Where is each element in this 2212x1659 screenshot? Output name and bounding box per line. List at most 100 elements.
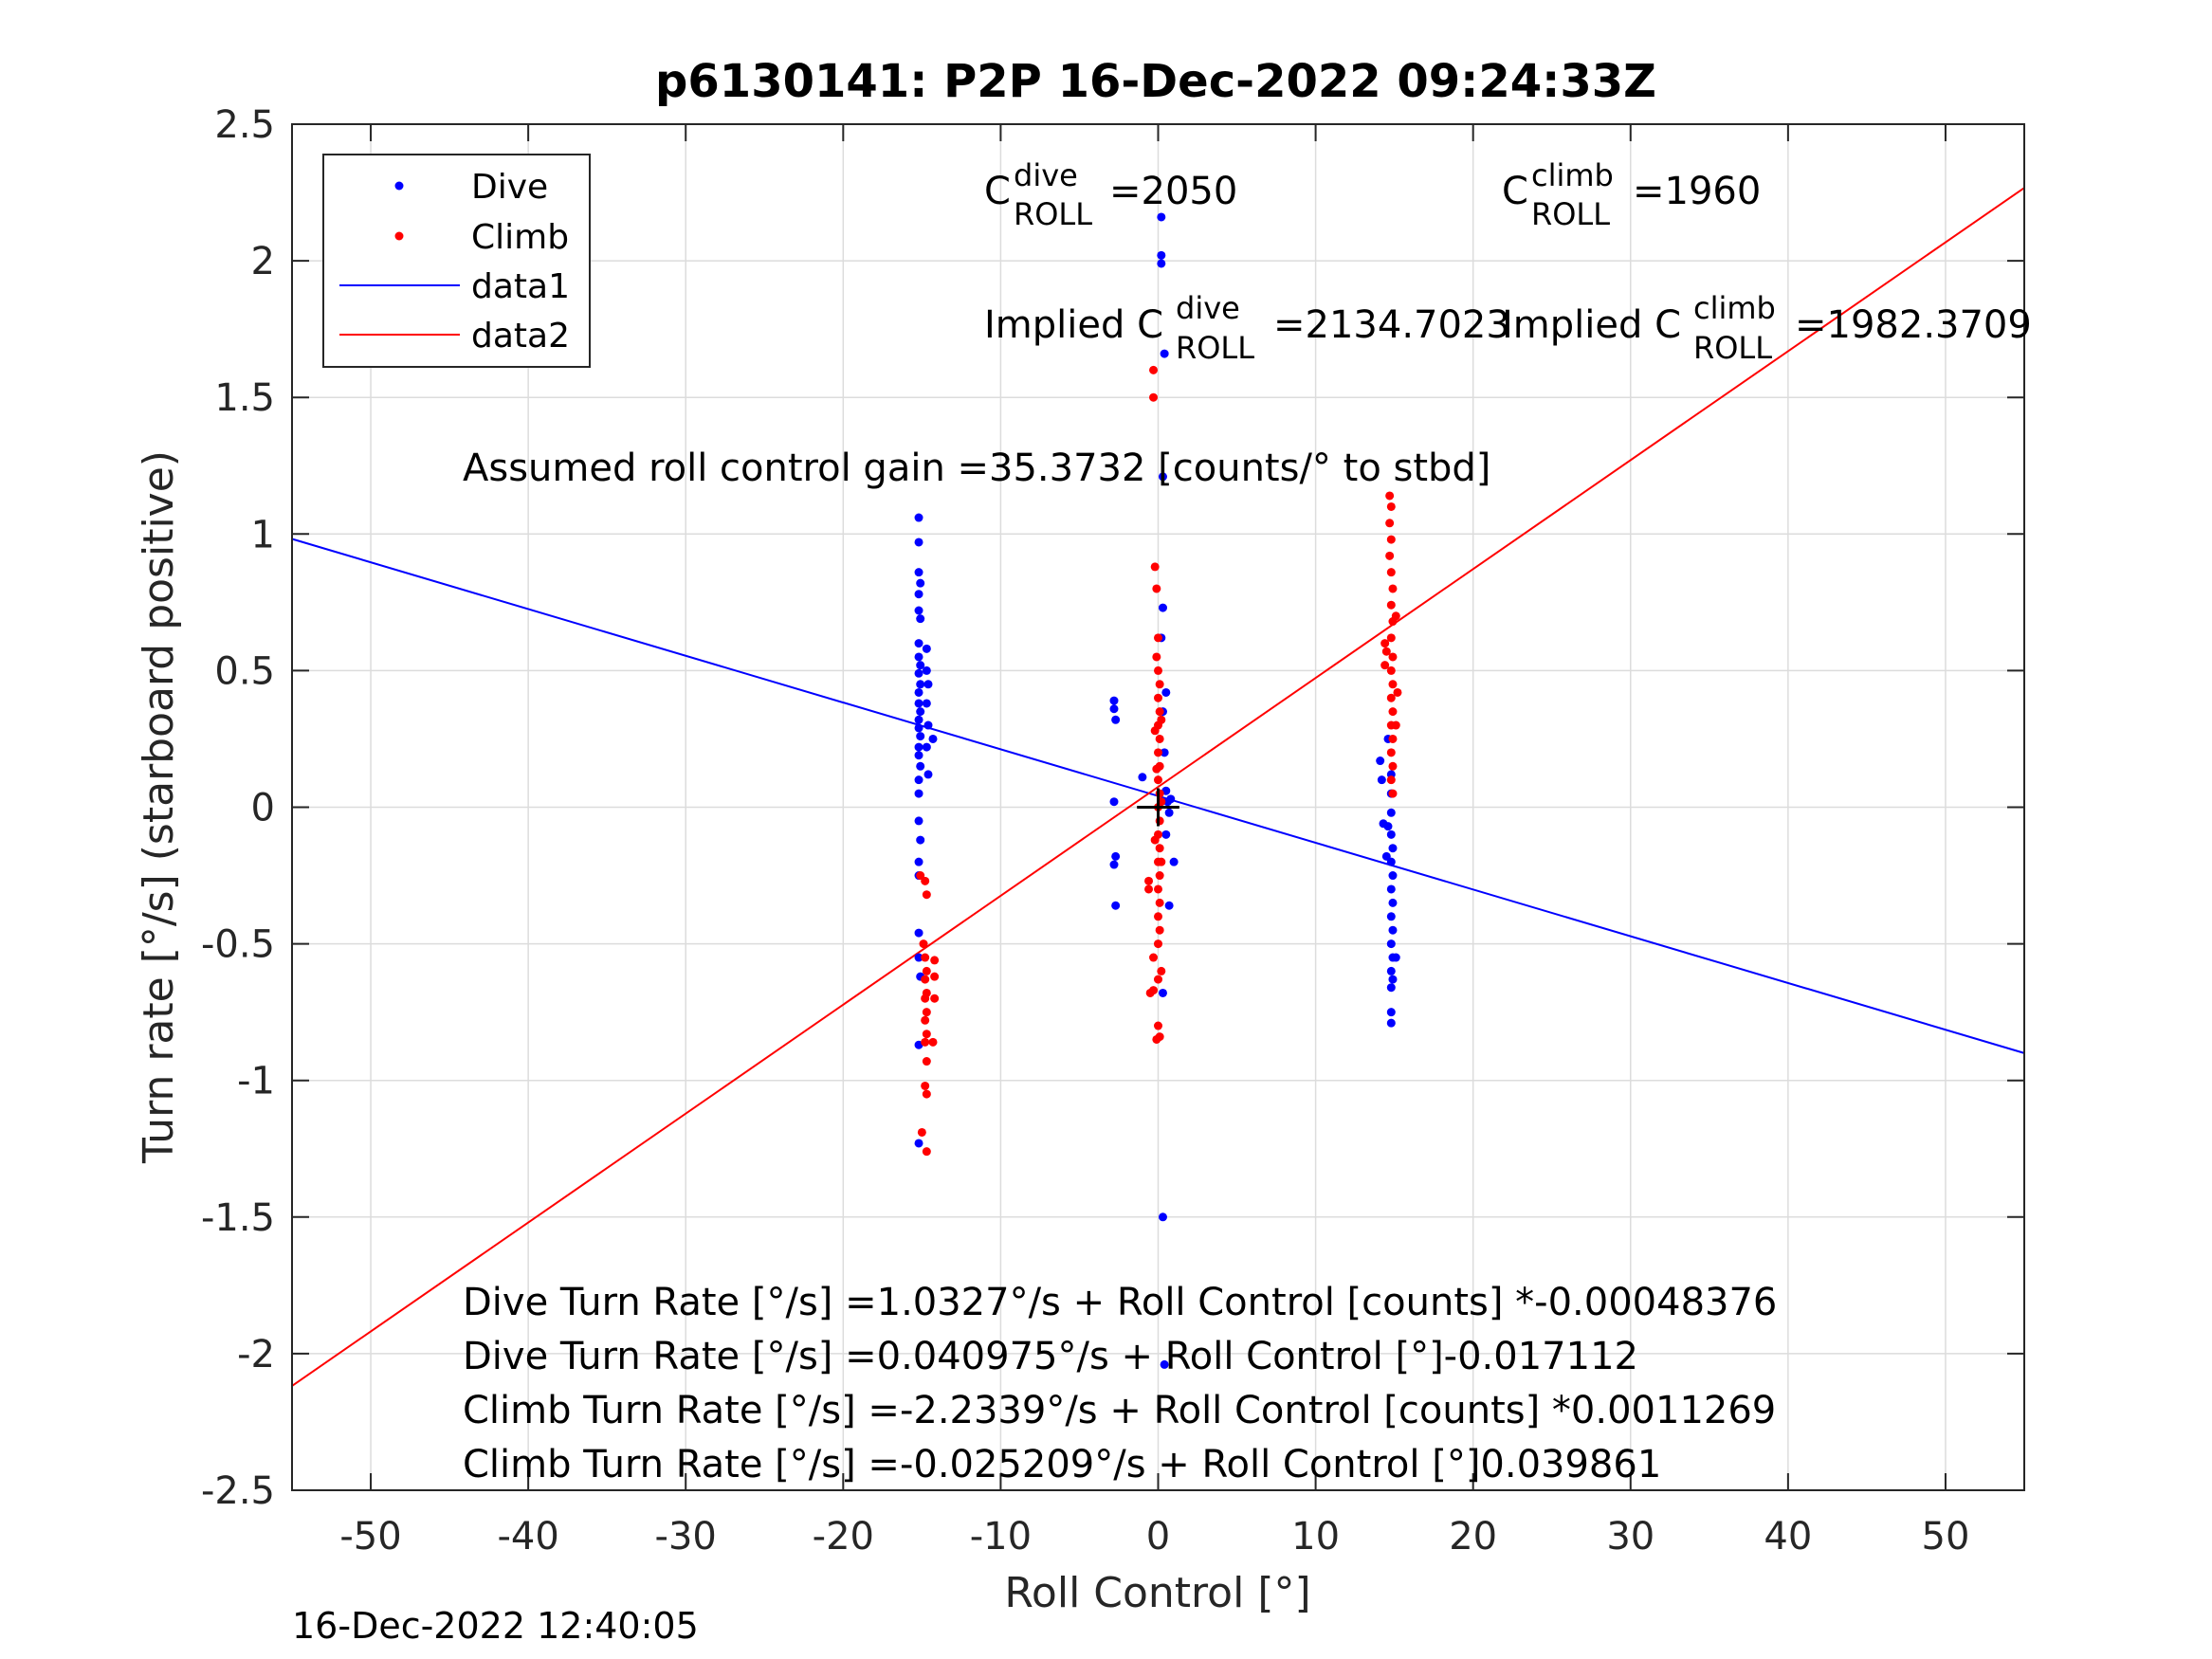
climb-point xyxy=(1388,652,1398,662)
dive-point xyxy=(1160,349,1169,358)
dive-point xyxy=(1377,775,1386,785)
dive-point xyxy=(1160,1359,1169,1369)
legend: Dive Climb data1 data2 xyxy=(322,154,591,368)
dive-point xyxy=(1391,953,1400,962)
dive-point xyxy=(1164,901,1174,910)
climb-point xyxy=(1154,975,1162,984)
dive-point xyxy=(914,857,923,866)
climb-point xyxy=(1388,761,1398,771)
climb-point xyxy=(921,1037,930,1047)
dive-point xyxy=(1379,819,1388,829)
equation-climb-degrees: Climb Turn Rate [°/s] =-0.025209°/s + Ro… xyxy=(463,1443,1661,1486)
origin-marker xyxy=(1137,788,1179,827)
dive-point xyxy=(1386,884,1396,894)
dive-point xyxy=(914,590,923,599)
x-tick-label: 40 xyxy=(1764,1515,1812,1559)
c-roll-climb-prefix: C xyxy=(1502,170,1528,213)
climb-point xyxy=(922,1147,931,1157)
climb-point xyxy=(922,966,931,975)
climb-point xyxy=(922,890,931,900)
dive-point xyxy=(914,953,923,962)
climb-point xyxy=(1386,693,1396,702)
climb-point xyxy=(1154,912,1162,921)
dive-point xyxy=(922,699,931,708)
climb-point xyxy=(1154,939,1162,949)
implied-dive-sup: dive xyxy=(1176,290,1240,326)
dive-point xyxy=(1158,603,1167,612)
dive-point xyxy=(916,835,925,845)
dive-point xyxy=(916,732,925,741)
x-tick-label: 20 xyxy=(1449,1515,1497,1559)
implied-dive-annotation: Implied C dive ROLL =2134.7023 xyxy=(984,290,1510,366)
dive-point xyxy=(1166,794,1176,804)
climb-point xyxy=(1150,835,1160,845)
climb-point xyxy=(1155,925,1164,935)
climb-point xyxy=(1155,1032,1164,1042)
climb-point xyxy=(921,1081,930,1090)
dive-point xyxy=(1109,860,1119,869)
dive-point xyxy=(1158,988,1167,997)
implied-dive-sub: ROLL xyxy=(1176,330,1254,366)
legend-climb-marker xyxy=(394,231,404,241)
c-roll-climb-sup: climb xyxy=(1531,157,1614,193)
dive-point xyxy=(914,652,923,662)
dive-point xyxy=(1386,1018,1396,1028)
climb-point xyxy=(1144,884,1154,894)
dive-point xyxy=(916,578,925,588)
dive-point xyxy=(923,770,933,779)
dive-point xyxy=(1109,696,1119,705)
x-tick-label: -30 xyxy=(655,1515,717,1559)
x-tick-label: -20 xyxy=(813,1515,874,1559)
climb-point xyxy=(921,953,930,962)
climb-point xyxy=(1144,876,1154,885)
dive-point xyxy=(1161,687,1171,697)
dive-point xyxy=(1386,939,1396,949)
dive-point xyxy=(914,538,923,547)
climb-point xyxy=(1154,748,1162,757)
climb-point xyxy=(1380,661,1390,670)
timestamp: 16-Dec-2022 12:40:05 xyxy=(292,1605,699,1647)
scatter-points xyxy=(914,212,1402,1369)
implied-dive-prefix: Implied C xyxy=(984,303,1163,347)
dive-point xyxy=(1381,851,1391,861)
c-roll-climb-value: =1960 xyxy=(1633,170,1761,213)
climb-point xyxy=(928,1037,938,1047)
climb-point xyxy=(1155,680,1164,689)
dive-point xyxy=(1388,871,1398,881)
dive-point xyxy=(1109,704,1119,714)
y-tick-label: 2.5 xyxy=(214,103,275,147)
axis-ticks xyxy=(292,123,2024,1491)
dive-point xyxy=(914,568,923,577)
equation-climb-counts: Climb Turn Rate [°/s] =-2.2339°/s + Roll… xyxy=(463,1389,1776,1432)
dive-point xyxy=(1386,1008,1396,1017)
gain-annotation: Assumed roll control gain =35.3732 [coun… xyxy=(463,447,1490,490)
climb-point xyxy=(922,1089,931,1099)
climb-point xyxy=(1154,693,1162,702)
legend-dive-marker xyxy=(394,181,404,191)
dive-point xyxy=(916,614,925,624)
dive-point xyxy=(1386,808,1396,817)
implied-climb-sup: climb xyxy=(1693,290,1776,326)
dive-point xyxy=(1158,1212,1167,1222)
dive-point xyxy=(914,751,923,760)
climb-point xyxy=(1386,748,1396,757)
x-tick-labels: -50 -40 -30 -20 -10 0 10 20 30 40 50 xyxy=(339,1515,1969,1559)
climb-point xyxy=(919,939,928,949)
climb-point xyxy=(1152,652,1161,662)
x-tick-label: -50 xyxy=(339,1515,401,1559)
fit-line-data2 xyxy=(291,187,2025,1387)
dive-point xyxy=(1160,748,1169,757)
y-tick-label: 1.5 xyxy=(214,376,275,420)
climb-point xyxy=(922,1030,931,1039)
c-roll-climb-annotation: C climb ROLL =1960 xyxy=(1502,157,1761,232)
climb-point xyxy=(1391,611,1400,621)
legend-dive-label: Dive xyxy=(471,168,548,207)
legend-data1-label: data1 xyxy=(471,267,570,306)
dive-point xyxy=(916,761,925,771)
dive-point xyxy=(914,687,923,697)
y-tick-label: -1 xyxy=(237,1060,275,1103)
climb-point xyxy=(1386,568,1396,577)
dive-point xyxy=(922,742,931,752)
climb-point xyxy=(1157,715,1166,724)
